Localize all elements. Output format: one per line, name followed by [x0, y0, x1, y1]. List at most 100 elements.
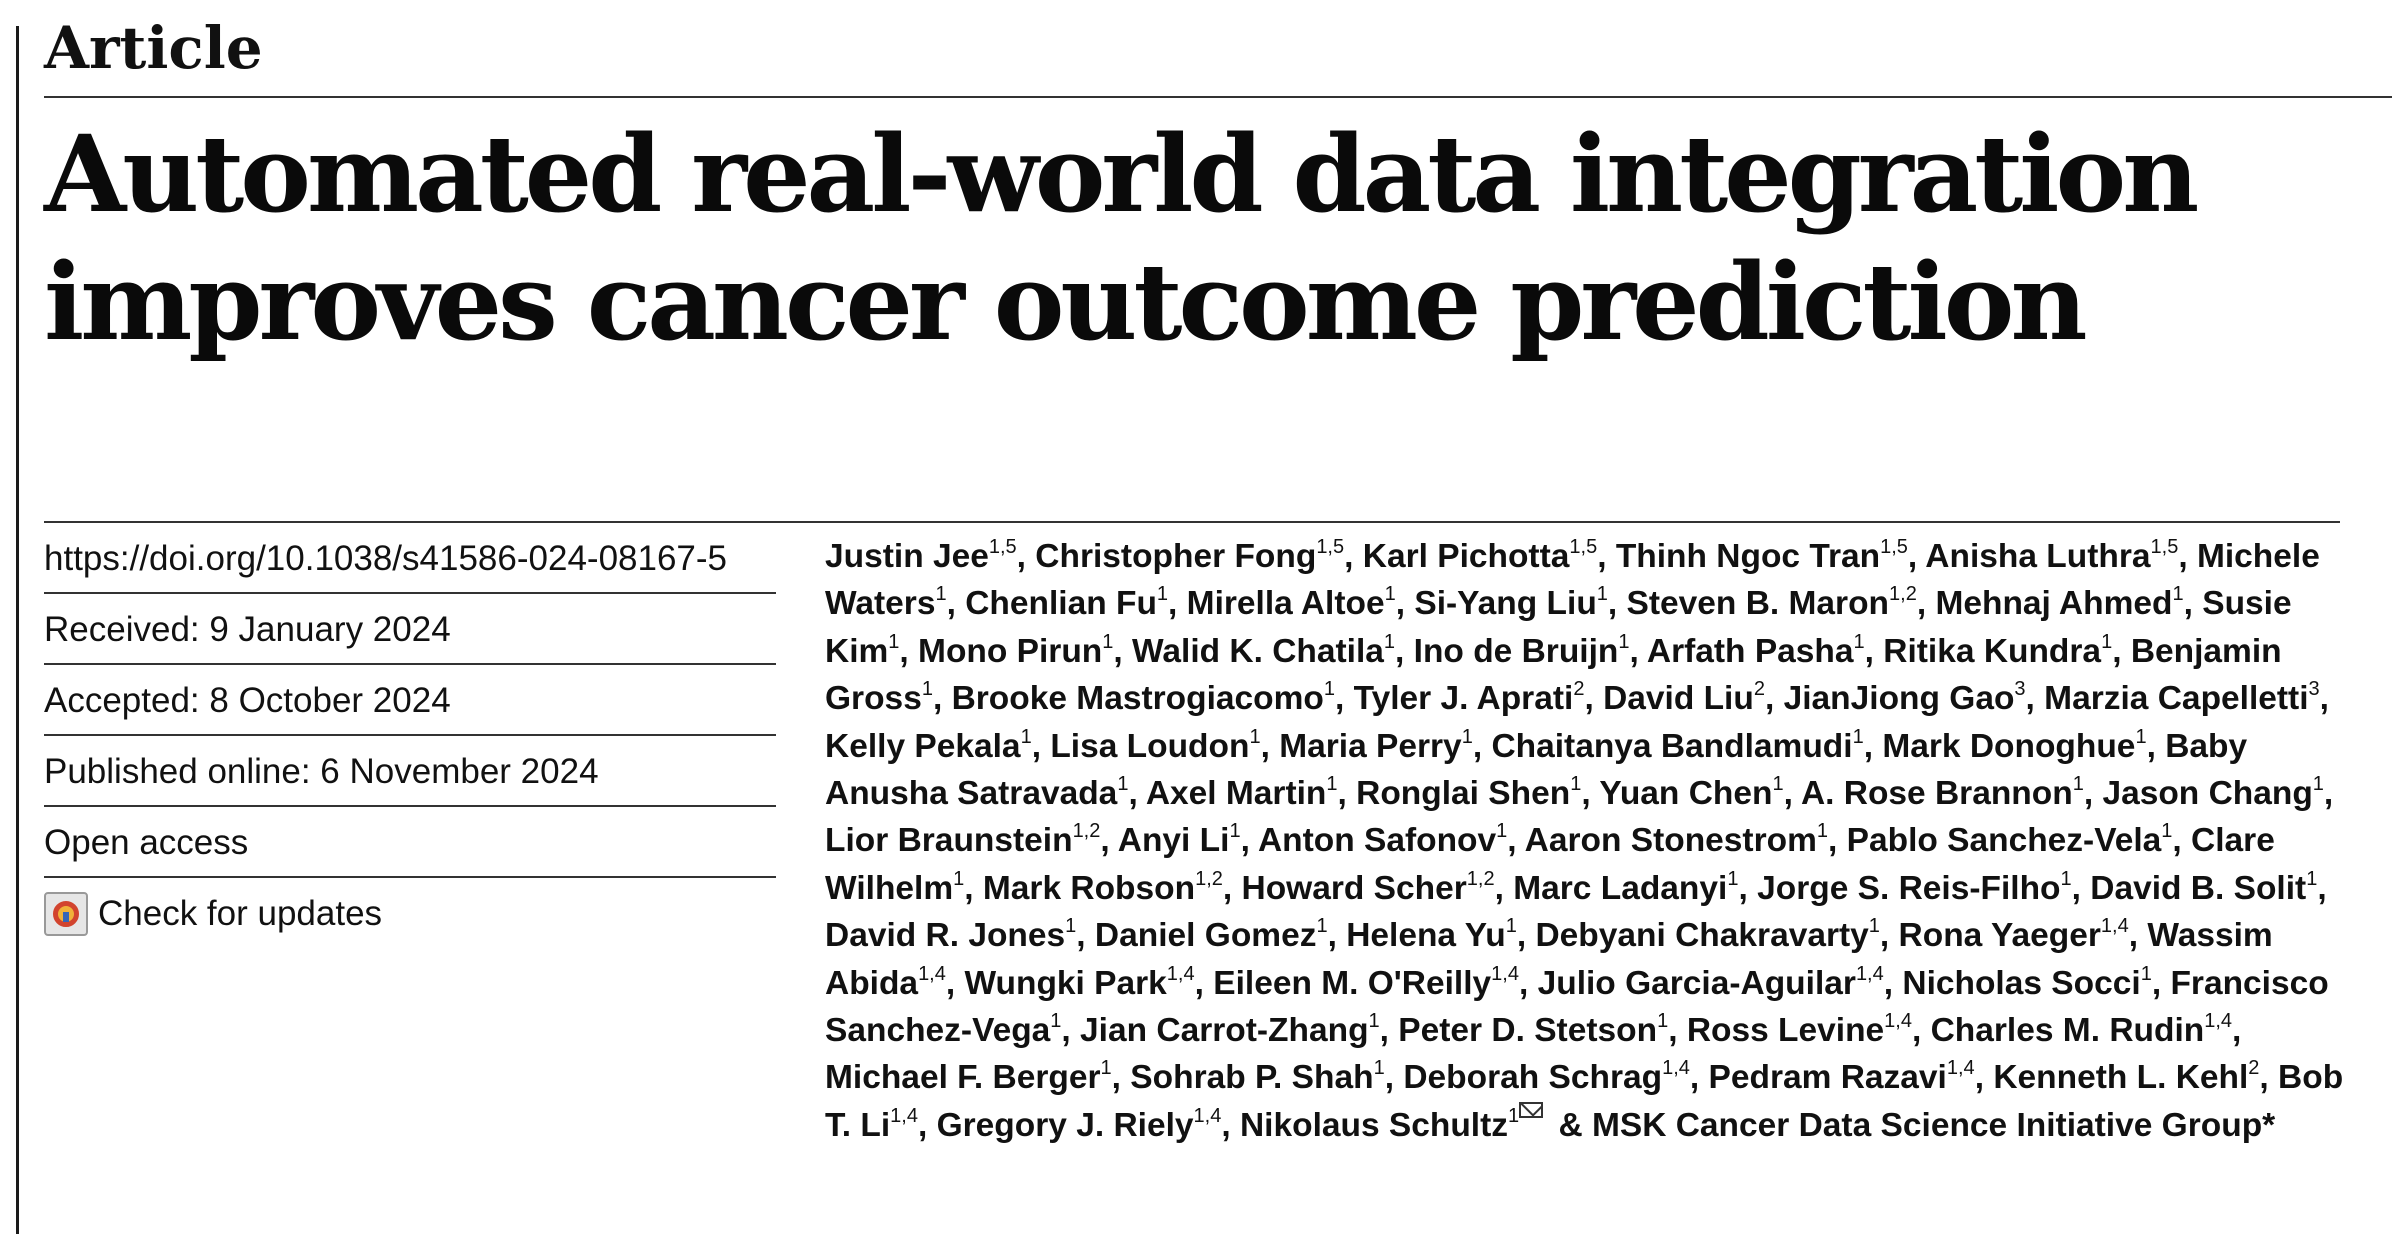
- author-name[interactable]: Sohrab P. Shah1: [1130, 1058, 1384, 1097]
- author-affiliation: 1,4: [2100, 915, 2129, 938]
- author-name[interactable]: Howard Scher1,2: [1241, 869, 1495, 907]
- author-name[interactable]: Karl Pichotta1,5: [1363, 536, 1598, 575]
- author-name[interactable]: Tyler J. Aprati2: [1354, 679, 1585, 717]
- author-name[interactable]: Steven B. Maron1,2: [1627, 584, 1917, 622]
- author-name[interactable]: Pedram Razavi1,4: [1709, 1058, 1975, 1096]
- author-name-text: Benjamin Gross: [825, 632, 2282, 718]
- author-name-text: Howard Scher: [1241, 869, 1467, 907]
- author-name[interactable]: Chaitanya Bandlamudi1: [1491, 727, 1863, 765]
- author-name[interactable]: David B. Solit1: [2090, 867, 2318, 907]
- author-name[interactable]: Walid K. Chatila1: [1132, 630, 1396, 670]
- author-name-text: Yuan Chen: [1599, 775, 1773, 813]
- author-name[interactable]: Maria Perry1: [1279, 725, 1473, 765]
- author-name[interactable]: Gregory J. Riely1,4: [937, 1106, 1222, 1144]
- author-name[interactable]: Brooke Mastrogiacomo1: [952, 678, 1335, 717]
- author-name[interactable]: Rona Yaeger1,4: [1899, 915, 2129, 954]
- author-affiliation: 1: [1368, 1010, 1380, 1033]
- author-affiliation: 1: [2306, 867, 2318, 890]
- author-name[interactable]: Daniel Gomez1: [1095, 916, 1328, 954]
- author-name[interactable]: Marc Ladanyi1: [1513, 869, 1738, 907]
- author-name[interactable]: Mono Pirun1: [918, 632, 1113, 670]
- author-name[interactable]: Debyani Chakravarty1: [1535, 916, 1879, 954]
- author-name[interactable]: Charles M. Rudin1,4: [1931, 1011, 2232, 1049]
- author-name[interactable]: Nikolaus Schultz1: [1240, 1101, 1549, 1144]
- author-name[interactable]: David Liu2: [1603, 679, 1765, 718]
- author-name[interactable]: Wungki Park1,4: [964, 964, 1195, 1002]
- author-name[interactable]: Kelly Pekala1: [825, 727, 1032, 765]
- author-name[interactable]: Clare Wilhelm1: [825, 822, 2275, 906]
- author-affiliation: 1: [1618, 630, 1630, 653]
- author-affiliation: 1: [1657, 1010, 1669, 1033]
- author-name[interactable]: Christopher Fong1,5: [1035, 537, 1344, 575]
- author-name[interactable]: Susie Kim1: [825, 585, 2292, 669]
- author-name-text: Ritika Kundra: [1883, 632, 2102, 670]
- author-name[interactable]: Ross Levine1,4: [1687, 1011, 1912, 1049]
- author-name[interactable]: Justin Jee1,5: [825, 537, 1017, 575]
- author-name-text: David Liu: [1603, 680, 1754, 718]
- author-name[interactable]: Eileen M. O'Reilly1,4: [1213, 964, 1519, 1002]
- author-name[interactable]: Benjamin Gross1: [825, 633, 2282, 717]
- author-name[interactable]: Jian Carrot-Zhang1: [1080, 1010, 1380, 1049]
- author-name[interactable]: Peter D. Stetson1: [1398, 1010, 1669, 1049]
- article-metadata: https://doi.org/10.1038/s41586-024-08167…: [44, 523, 776, 949]
- author-name[interactable]: Yuan Chen1: [1599, 774, 1783, 813]
- author-name[interactable]: A. Rose Brannon1: [1800, 774, 2084, 813]
- author-name[interactable]: Aaron Stonestrom1: [1525, 820, 1828, 859]
- author-affiliation: 1: [1508, 1104, 1520, 1127]
- author-name-text: Susie Kim: [825, 585, 2292, 670]
- author-name[interactable]: Lisa Loudon1: [1050, 727, 1260, 765]
- author-affiliation: 1: [1383, 630, 1396, 653]
- author-name[interactable]: Thinh Ngoc Tran1,5: [1616, 537, 1908, 575]
- author-name[interactable]: Mark Donoghue1: [1882, 725, 2147, 765]
- author-name[interactable]: Michele Waters1: [825, 538, 2320, 622]
- author-name[interactable]: Mehnaj Ahmed1: [1935, 584, 2183, 622]
- author-affiliation: 1: [1384, 583, 1396, 606]
- author-name[interactable]: Axel Martin1: [1146, 774, 1338, 812]
- author-name-text: David R. Jones: [825, 917, 1066, 955]
- author-name[interactable]: Chenlian Fu1: [965, 584, 1168, 622]
- author-name-text: Wungki Park: [964, 964, 1167, 1002]
- author-name-text: Nicholas Socci: [1902, 964, 2141, 1002]
- author-name[interactable]: Nicholas Socci1: [1902, 964, 2151, 1002]
- author-name[interactable]: David R. Jones1: [825, 916, 1076, 955]
- author-name-text: A. Rose Brannon: [1800, 775, 2073, 813]
- author-name[interactable]: Michael F. Berger1: [825, 1058, 1112, 1097]
- author-name[interactable]: Julio Garcia-Aguilar1,4: [1538, 964, 1884, 1002]
- author-name[interactable]: Wassim Abida1,4: [825, 917, 2273, 1001]
- author-name[interactable]: Anton Safonov1: [1258, 821, 1507, 859]
- author-name[interactable]: Pablo Sanchez-Vela1: [1847, 821, 2173, 859]
- author-name[interactable]: Ritika Kundra1: [1883, 632, 2112, 670]
- author-name[interactable]: Ino de Bruijn1: [1414, 630, 1630, 670]
- author-name-text: Sohrab P. Shah: [1130, 1059, 1374, 1097]
- author-name[interactable]: Anisha Luthra1,5: [1925, 537, 2178, 575]
- author-name[interactable]: Jason Chang1: [2102, 774, 2323, 812]
- author-name[interactable]: Baby Anusha Satravada1: [825, 728, 2247, 812]
- author-affiliation: 1,2: [1195, 867, 1223, 890]
- author-name[interactable]: Jorge S. Reis-Filho1: [1757, 869, 2072, 907]
- author-affiliation: 1: [1596, 583, 1608, 606]
- envelope-icon[interactable]: [1519, 1101, 1544, 1118]
- author-name[interactable]: Mirella Altoe1: [1187, 583, 1396, 622]
- author-name[interactable]: Ronglai Shen1: [1356, 774, 1581, 812]
- author-name[interactable]: Deborah Schrag1,4: [1403, 1058, 1690, 1096]
- check-for-updates-button[interactable]: Check for updates: [44, 878, 776, 949]
- author-name-text: Michael F. Berger: [825, 1059, 1101, 1097]
- doi-link[interactable]: https://doi.org/10.1038/s41586-024-08167…: [44, 523, 776, 594]
- author-name[interactable]: Mark Robson1,2: [983, 867, 1223, 907]
- author-name[interactable]: Lior Braunstein1,2: [825, 821, 1100, 859]
- author-name[interactable]: Helena Yu1: [1346, 916, 1517, 954]
- author-affiliation: 1: [1323, 678, 1335, 701]
- author-affiliation: 1: [1816, 820, 1828, 843]
- author-affiliation: 1: [1461, 725, 1473, 748]
- author-affiliation: 1,5: [1569, 536, 1598, 558]
- author-name[interactable]: Marzia Capelletti3: [2044, 679, 2319, 717]
- author-name[interactable]: JianJiong Gao3: [1784, 679, 2026, 717]
- author-name[interactable]: Kenneth L. Kehl2: [1993, 1058, 2259, 1096]
- author-name[interactable]: Bob T. Li1,4: [825, 1059, 2343, 1143]
- author-name[interactable]: Anyi Li1: [1118, 821, 1241, 859]
- author-name[interactable]: Arfath Pasha1: [1647, 632, 1865, 670]
- author-affiliation: 1: [2135, 725, 2147, 748]
- crossmark-icon[interactable]: [44, 891, 88, 936]
- author-name[interactable]: Si-Yang Liu1: [1414, 583, 1608, 622]
- author-name[interactable]: Francisco Sanchez-Vega1: [825, 965, 2329, 1049]
